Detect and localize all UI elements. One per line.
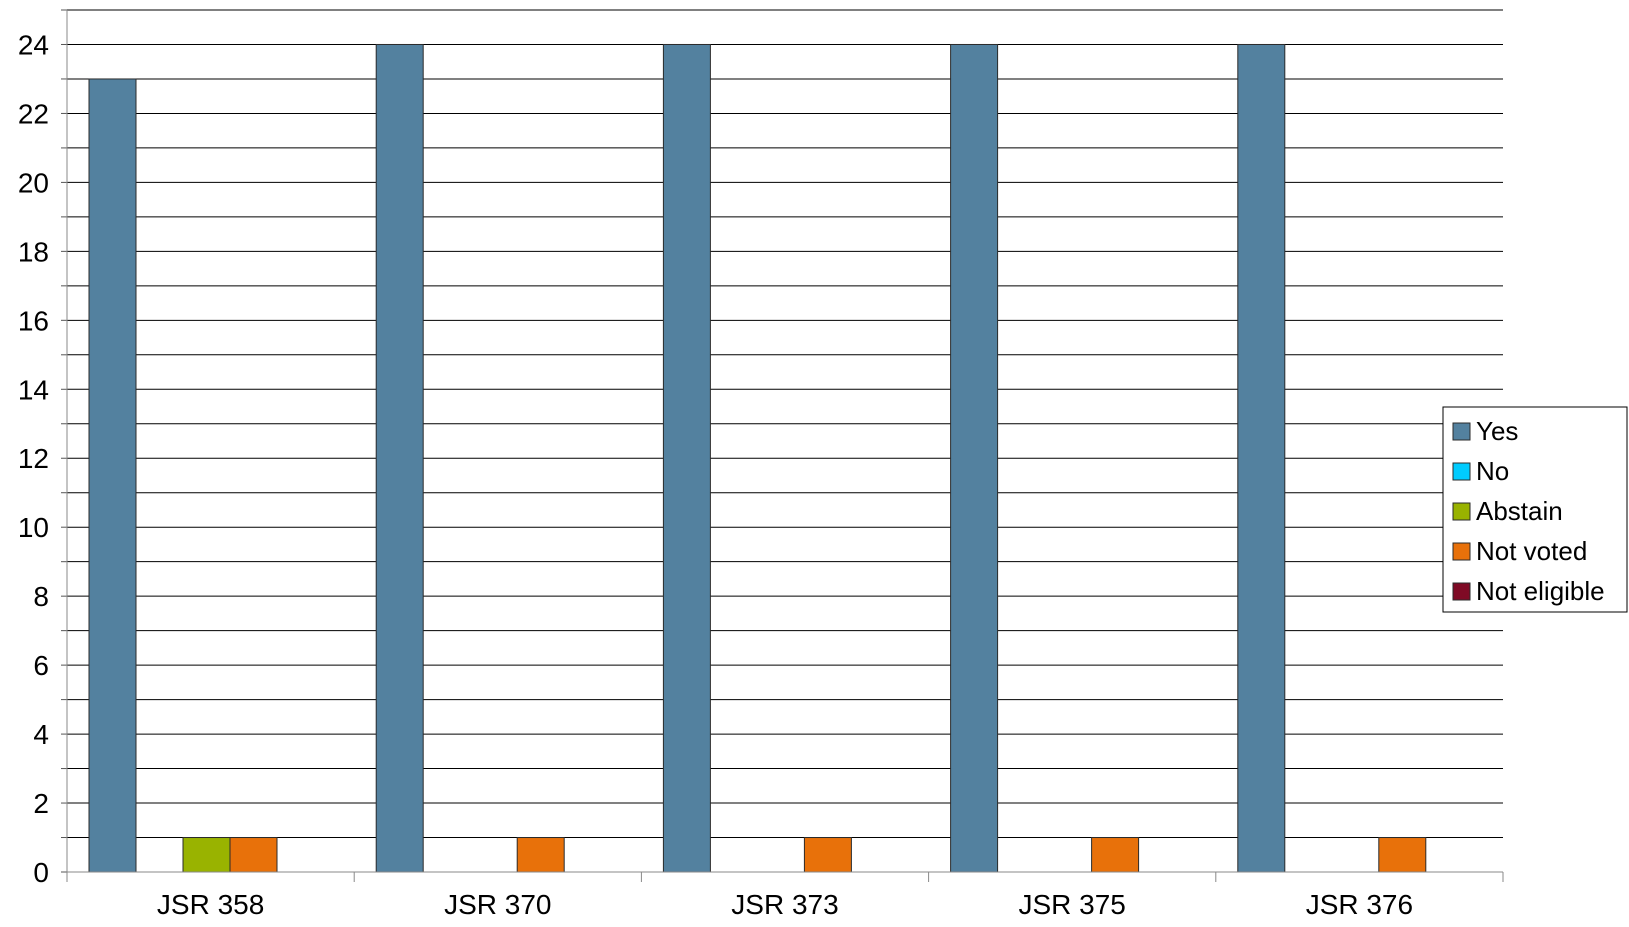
x-tick-labels: JSR 358 JSR 370 JSR 373 JSR 375 JSR 376	[157, 889, 1413, 920]
y-tick-label: 18	[18, 236, 49, 267]
bar-not-voted	[1091, 837, 1140, 873]
y-tick-label: 20	[18, 167, 49, 198]
x-tick-label: JSR 370	[444, 889, 551, 920]
x-tick-label: JSR 376	[1306, 889, 1413, 920]
legend-label: Not eligible	[1476, 576, 1605, 606]
legend-label: Abstain	[1476, 496, 1563, 526]
y-tick-label: 6	[33, 650, 49, 681]
y-tick-label: 4	[33, 719, 49, 750]
legend-swatch	[1452, 502, 1471, 521]
legend-label: No	[1476, 456, 1509, 486]
bar-not-voted	[516, 837, 565, 873]
bar-abstain	[182, 837, 231, 873]
y-tick-label: 24	[18, 29, 49, 60]
legend-label: Yes	[1476, 416, 1518, 446]
axes	[61, 9, 1504, 882]
y-tick-label: 12	[18, 443, 49, 474]
legend-swatch	[1452, 582, 1471, 601]
legend-swatch	[1452, 542, 1471, 561]
gridlines	[67, 9, 1503, 839]
y-tick-label: 22	[18, 98, 49, 129]
x-tick-label: JSR 358	[157, 889, 264, 920]
bar-yes	[662, 43, 711, 873]
bar-yes	[88, 78, 137, 873]
y-tick-label: 8	[33, 581, 49, 612]
bar-yes	[950, 43, 999, 873]
legend: Yes No Abstain Not voted Not eligible	[1442, 406, 1628, 613]
legend-box	[1442, 406, 1628, 613]
x-tick-label: JSR 375	[1018, 889, 1125, 920]
bars	[88, 43, 1427, 873]
bar-not-voted	[803, 837, 852, 873]
x-tick-label: JSR 373	[731, 889, 838, 920]
bar-not-voted	[1378, 837, 1427, 873]
legend-swatch	[1452, 422, 1471, 441]
bar-yes	[375, 43, 424, 873]
y-tick-label: 0	[33, 857, 49, 888]
y-tick-label: 16	[18, 305, 49, 336]
legend-swatch	[1452, 462, 1471, 481]
y-tick-label: 14	[18, 374, 49, 405]
y-tick-label: 2	[33, 788, 49, 819]
y-tick-label: 10	[18, 512, 49, 543]
legend-label: Not voted	[1476, 536, 1587, 566]
bar-not-voted	[229, 837, 278, 873]
bar-yes	[1237, 43, 1286, 873]
